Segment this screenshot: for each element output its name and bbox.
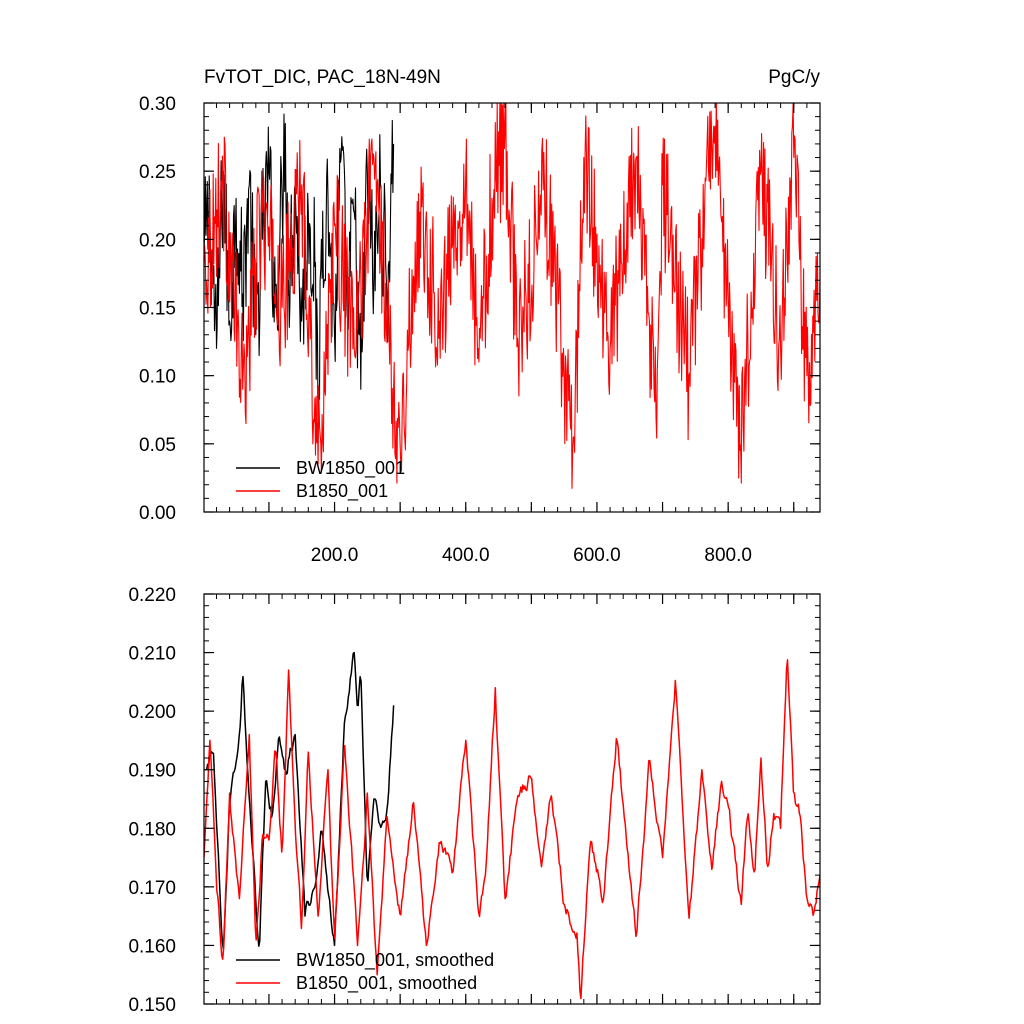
top-y-tick-label: 0.10 (139, 367, 176, 388)
top-legend-label: B1850_001 (296, 481, 388, 502)
bottom-chart-panel: 0.150 0.160 0.170 0.180 0.190 0.200 0.210 0.220… (128, 585, 821, 1016)
bottom-y-tick-label: 0.160 (128, 936, 176, 957)
bottom-y-tick-label: 0.180 (128, 819, 176, 840)
top-y-tick-label: 0.25 (139, 162, 176, 183)
top-y-tick-label: 0.00 (139, 503, 176, 524)
top-legend-label: BW1850_001 (296, 458, 405, 479)
top-x-tick-label: 200.0 (311, 545, 359, 566)
top-chart-units: PgC/y (768, 67, 820, 88)
bottom-series-line-b1850 (204, 659, 820, 1000)
top-y-tick-label: 0.05 (139, 435, 176, 456)
top-chart-panel: 0.00 0.05 0.10 0.15 0.20 0.25 0.30 200.0 400.0 60… (139, 94, 821, 566)
bottom-y-tick-label: 0.210 (128, 644, 176, 665)
top-y-tick-label: 0.15 (139, 299, 176, 320)
top-x-tick-label: 400.0 (442, 545, 490, 566)
bottom-y-tick-label: 0.200 (128, 702, 176, 723)
bottom-y-tick-label: 0.190 (128, 761, 176, 782)
top-x-tick-label: 600.0 (573, 545, 621, 566)
top-x-tick-label: 800.0 (704, 545, 752, 566)
bottom-legend-label: BW1850_001, smoothed (296, 950, 494, 971)
top-series-line-b1850 (204, 103, 820, 489)
top-chart-title: FvTOT_DIC, PAC_18N-49N (204, 67, 441, 88)
bottom-y-tick-label: 0.220 (128, 585, 176, 606)
bottom-y-tick-label: 0.170 (128, 878, 176, 899)
bottom-legend-label: B1850_001, smoothed (296, 973, 477, 994)
top-y-tick-label: 0.30 (139, 94, 176, 115)
bottom-plot-frame (203, 593, 821, 1005)
bottom-y-tick-label: 0.150 (128, 995, 176, 1016)
top-y-tick-label: 0.20 (139, 230, 176, 251)
bottom-series-line-bw1850 (205, 651, 395, 950)
